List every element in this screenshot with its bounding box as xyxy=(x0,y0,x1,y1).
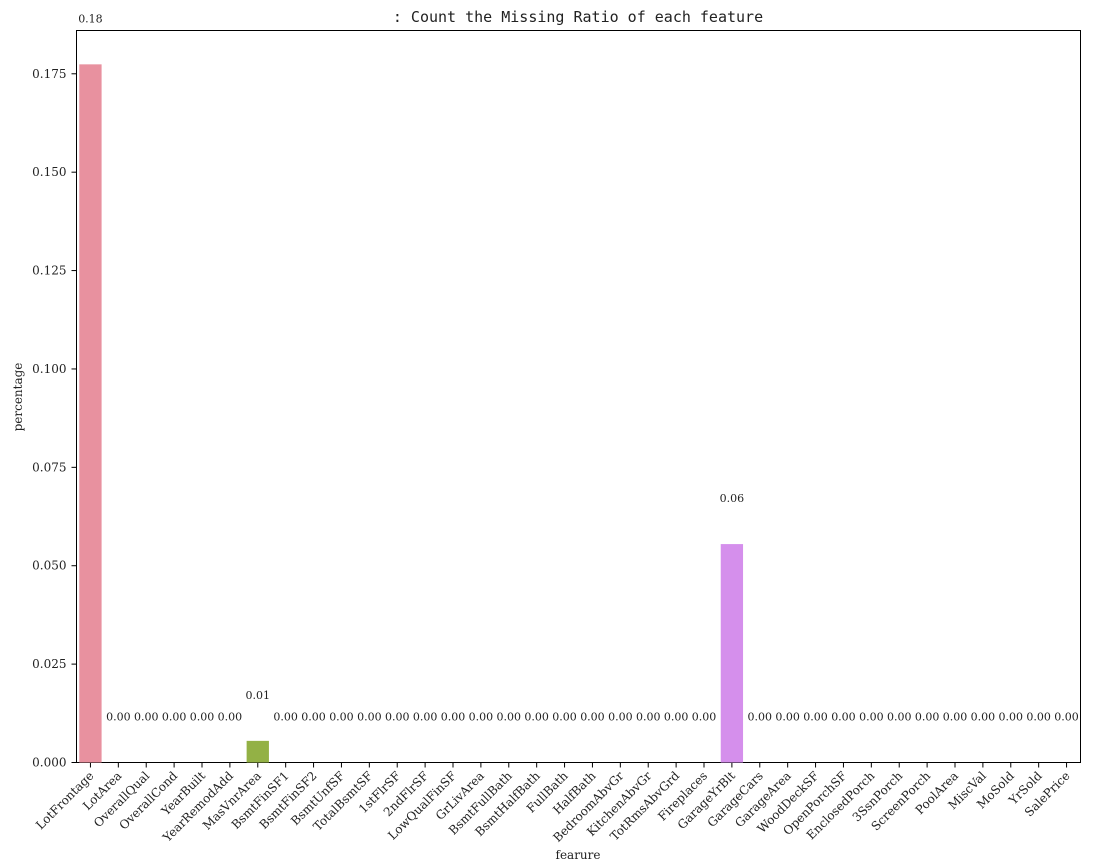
bar-value-label: 0.06 xyxy=(720,492,745,505)
bar-value-label: 0.00 xyxy=(1054,711,1079,724)
bar-value-label: 0.00 xyxy=(999,711,1024,724)
bar xyxy=(79,64,102,763)
bar-value-label: 0.01 xyxy=(246,689,271,702)
x-axis: LotFrontageLotAreaOverallQualOverallCond… xyxy=(33,762,1073,845)
bar-value-label: 0.00 xyxy=(497,711,522,724)
y-tick-label: 0.025 xyxy=(32,657,66,671)
bar-value-label: 0.00 xyxy=(329,711,354,724)
y-tick-label: 0.175 xyxy=(32,67,66,81)
bar xyxy=(720,544,744,763)
plot-area-frame xyxy=(76,30,1081,763)
bar-value-label: 0.00 xyxy=(413,711,438,724)
bar-value-label: 0.00 xyxy=(524,711,549,724)
bar-value-label: 0.00 xyxy=(441,711,466,724)
bars xyxy=(79,64,744,763)
bar-value-label: 0.00 xyxy=(162,711,187,724)
bar-value-label: 0.00 xyxy=(887,711,912,724)
bar-value-label: 0.00 xyxy=(664,711,689,724)
bar-value-label: 0.00 xyxy=(580,711,605,724)
bar-value-label: 0.00 xyxy=(803,711,828,724)
y-tick-label: 0.125 xyxy=(32,264,66,278)
bar-value-label: 0.00 xyxy=(748,711,773,724)
bar-value-label: 0.00 xyxy=(831,711,856,724)
y-tick-label: 0.050 xyxy=(32,559,66,573)
y-tick-label: 0.150 xyxy=(32,165,66,179)
bar-labels: 0.180.00 0.00 0.00 0.00 0.000.010.00 0.00 0.00… xyxy=(78,12,1079,723)
bar-value-label: 0.00 xyxy=(469,711,494,724)
bar-value-label: 0.00 xyxy=(552,711,577,724)
bar-value-label: 0.00 xyxy=(608,711,633,724)
bar-value-label: 0.00 xyxy=(301,711,326,724)
bar-value-label: 0.00 xyxy=(692,711,717,724)
bar-value-label: 0.00 xyxy=(971,711,996,724)
y-axis: 0.000 0.025 0.050 0.075 0.100 0.125 0.150 0.175 xyxy=(32,67,77,770)
bar-value-label: 0.00 xyxy=(943,711,968,724)
y-tick-label: 0.075 xyxy=(32,460,66,474)
y-axis-label: percentage xyxy=(11,363,25,432)
bar-value-label: 0.00 xyxy=(218,711,243,724)
bar xyxy=(246,740,269,763)
bar-value-label: 0.18 xyxy=(78,12,103,25)
bar-value-label: 0.00 xyxy=(134,711,159,724)
y-tick-label: 0.000 xyxy=(32,756,66,770)
x-axis-label: fearure xyxy=(556,848,601,862)
chart-title: : Count the Missing Ratio of each featur… xyxy=(393,8,763,26)
bar-value-label: 0.00 xyxy=(1026,711,1051,724)
bar-value-label: 0.00 xyxy=(190,711,215,724)
bar-value-label: 0.00 xyxy=(385,711,410,724)
bar-value-label: 0.00 xyxy=(915,711,940,724)
bar-value-label: 0.00 xyxy=(357,711,382,724)
bar-value-label: 0.00 xyxy=(859,711,884,724)
y-tick-label: 0.100 xyxy=(32,362,66,376)
bar-value-label: 0.00 xyxy=(273,711,298,724)
bar-value-label: 0.00 xyxy=(775,711,800,724)
bar-value-label: 0.00 xyxy=(636,711,661,724)
bar-value-label: 0.00 xyxy=(106,711,131,724)
